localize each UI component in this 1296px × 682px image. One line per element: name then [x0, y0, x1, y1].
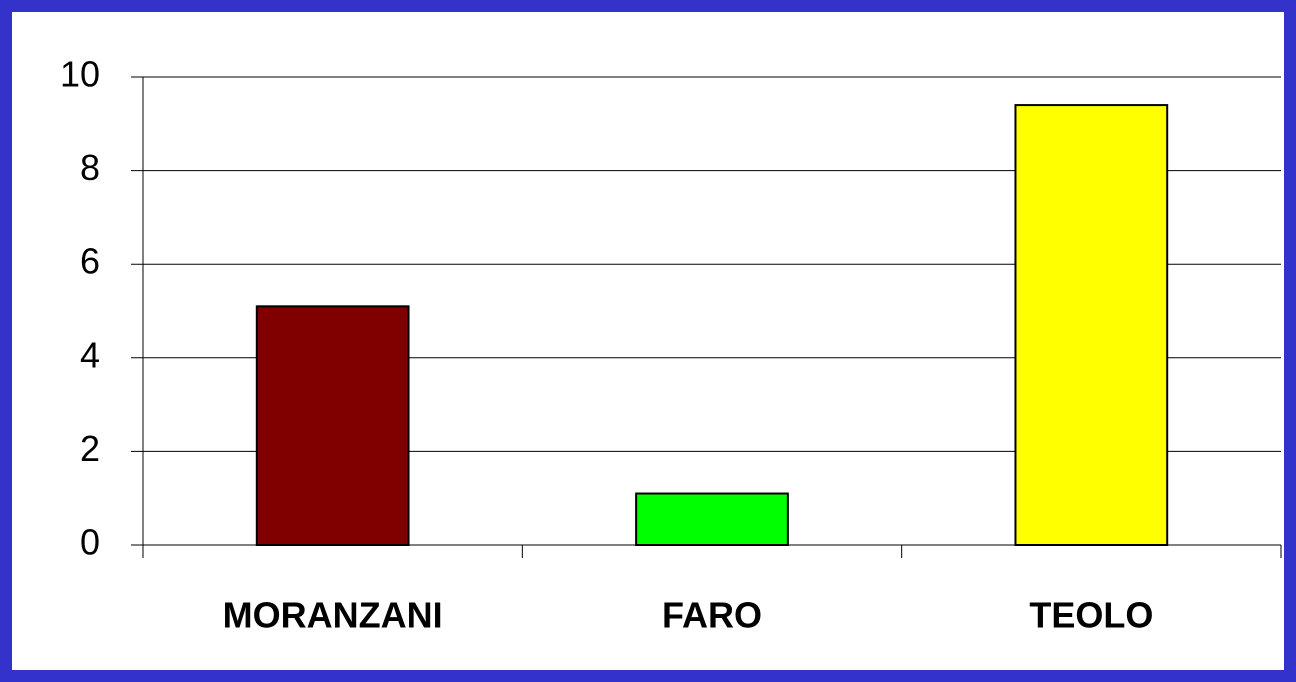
- y-tick-label: 10: [60, 54, 100, 95]
- x-tick-label: FARO: [662, 595, 762, 636]
- bar: [1014, 104, 1169, 547]
- y-tick-label: 2: [80, 428, 100, 469]
- x-tick-label: TEOLO: [1029, 595, 1153, 636]
- y-tick-label: 0: [80, 522, 100, 563]
- y-tick-label: 4: [80, 334, 100, 375]
- y-tick-label: 8: [80, 147, 100, 188]
- x-tick-label: MORANZANI: [223, 595, 443, 636]
- bar: [635, 492, 789, 546]
- bar: [255, 305, 410, 546]
- y-tick-label: 6: [80, 241, 100, 282]
